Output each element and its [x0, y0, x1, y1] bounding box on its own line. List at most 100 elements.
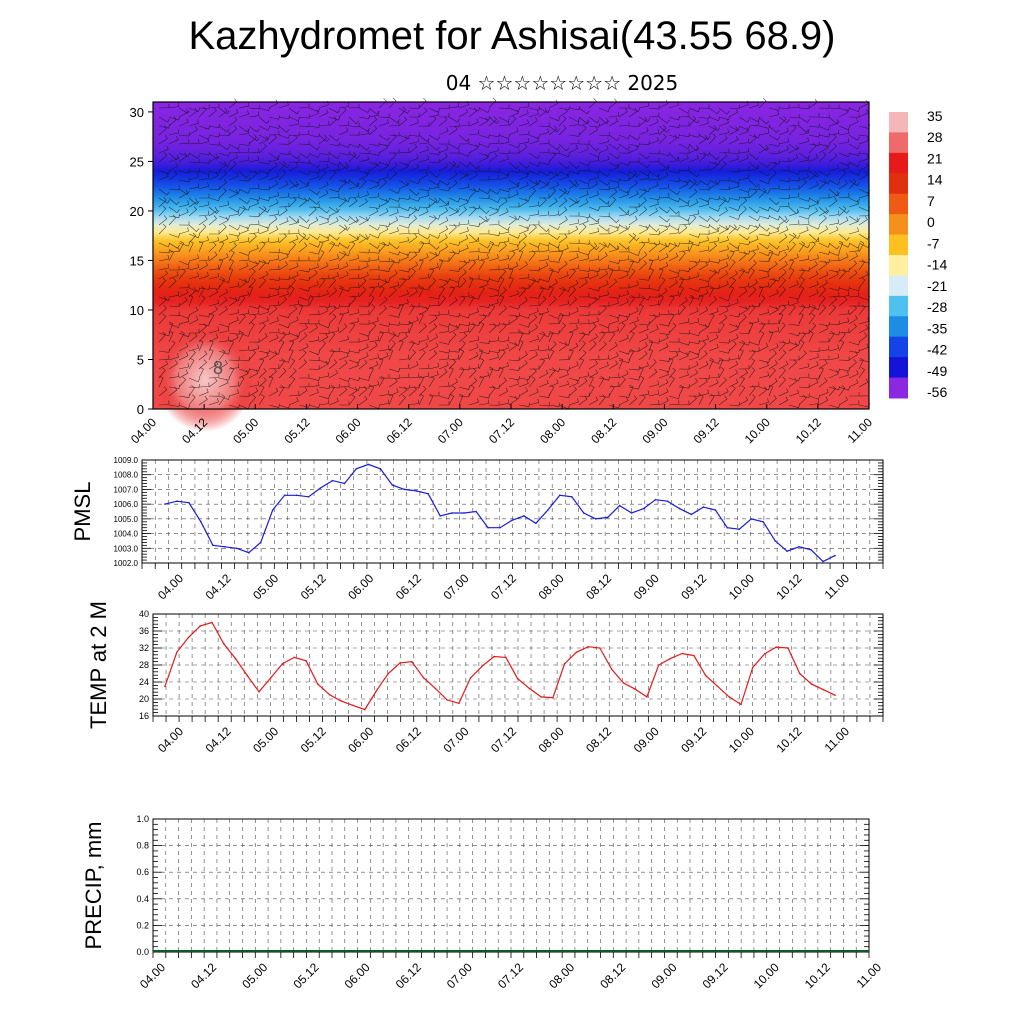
colorbar-label: -28	[927, 299, 947, 315]
data-point	[810, 683, 813, 685]
colorbar-label: -14	[927, 257, 947, 273]
y-tick-label: 1006.0	[114, 500, 139, 509]
data-point	[234, 657, 237, 660]
colorbar-label: 0	[927, 214, 935, 230]
data-point	[188, 501, 190, 504]
colorbar-label: -56	[927, 384, 947, 400]
y-tick-label: 32	[139, 643, 149, 653]
data-point	[499, 526, 501, 529]
colorbar-label: -49	[927, 363, 947, 379]
data-point	[505, 656, 507, 659]
data-point	[343, 482, 346, 485]
minor-ticks	[152, 613, 884, 722]
data-point	[451, 512, 453, 514]
data-point	[422, 677, 425, 679]
data-point	[716, 685, 719, 688]
x-tick-label: 06.00	[345, 724, 376, 755]
x-tick-label: 05.12	[290, 960, 321, 991]
data-point	[439, 515, 442, 517]
y-tick-label: 40	[139, 609, 149, 619]
data-point	[271, 509, 274, 511]
x-tick-label: 11.00	[845, 415, 876, 446]
y-tick-label: 20	[139, 694, 149, 704]
x-tick-label: 09.12	[678, 724, 709, 755]
x-tick-label: 11.00	[822, 724, 853, 755]
data-point	[810, 549, 812, 551]
data-point	[187, 636, 190, 639]
data-point	[523, 515, 525, 517]
data-point	[259, 541, 262, 544]
data-point	[762, 521, 764, 523]
colorbar-swatch	[889, 255, 908, 276]
data-point	[295, 494, 298, 497]
x-tick-label: 08.00	[536, 571, 567, 602]
data-point	[176, 500, 178, 503]
data-point	[728, 696, 730, 698]
data-point	[610, 668, 613, 671]
y-tick-label: 0.2	[136, 920, 149, 930]
data-point	[375, 689, 378, 692]
x-tick-label: 05.12	[281, 415, 312, 446]
data-point	[352, 704, 354, 707]
data-point	[634, 688, 636, 690]
grid	[153, 614, 883, 716]
data-point	[622, 682, 625, 684]
colorbar-swatch	[889, 316, 908, 338]
x-tick-label: 04.12	[203, 571, 234, 602]
data-point	[740, 703, 742, 706]
x-tick-label: 07.12	[488, 571, 519, 602]
y-tick-label: 1.0	[136, 814, 149, 824]
colorbar-swatch	[889, 295, 908, 317]
data-point	[236, 547, 238, 550]
data-point	[212, 544, 214, 547]
x-tick-label: 08.00	[536, 724, 567, 755]
data-point	[364, 708, 366, 711]
colorbar-label: -21	[927, 278, 947, 294]
data-point	[434, 687, 437, 690]
temperature-colorbar: 35 28 21 14 7 0 -7 -14 -21 -28 -35 -42 -49 -56	[889, 108, 947, 400]
data-point	[307, 496, 310, 498]
x-tick-label: 08.12	[583, 724, 614, 755]
data-point	[774, 540, 776, 542]
data-point	[583, 512, 585, 514]
x-tick-label: 06.12	[384, 415, 415, 446]
data-point	[511, 519, 513, 522]
y-tick-label: 25	[130, 154, 144, 169]
x-tick-label: 10.12	[802, 960, 833, 991]
data-point	[630, 512, 633, 514]
x-tick-label: 10.12	[793, 415, 824, 446]
colorbar-swatch	[889, 357, 908, 379]
data-point	[427, 493, 430, 495]
x-tick-label: 04.00	[128, 415, 159, 446]
x-tick-label: 04.12	[203, 724, 234, 755]
data-point	[618, 504, 621, 507]
data-point	[646, 696, 648, 698]
data-point	[763, 653, 766, 655]
y-tick-label: 5	[137, 352, 144, 367]
data-point	[475, 510, 477, 513]
x-tick-label: 08.00	[546, 960, 577, 991]
x-tick-label: 10.00	[751, 960, 782, 991]
data-point	[666, 500, 669, 503]
y-tick-label: 1009.0	[114, 456, 139, 465]
x-tick-label: 04.00	[155, 571, 186, 602]
data-point	[246, 674, 249, 677]
data-point	[654, 498, 657, 501]
x-tick-label: 07.00	[435, 415, 466, 446]
x-tick-label: 08.12	[583, 571, 614, 602]
x-tick-label: 09.12	[691, 415, 722, 446]
data-point	[281, 662, 284, 665]
data-point	[367, 463, 370, 466]
x-tick-label: 10.00	[726, 571, 757, 602]
data-point	[200, 521, 202, 523]
data-point	[681, 652, 683, 655]
y-tick-label: 0.6	[136, 867, 149, 877]
x-tick-label: 07.00	[444, 960, 475, 991]
data-point	[199, 625, 202, 627]
x-tick-label: 08.12	[597, 960, 628, 991]
data-point	[540, 696, 542, 698]
data-point	[463, 512, 465, 514]
x-tick-label: 04.12	[188, 960, 219, 991]
